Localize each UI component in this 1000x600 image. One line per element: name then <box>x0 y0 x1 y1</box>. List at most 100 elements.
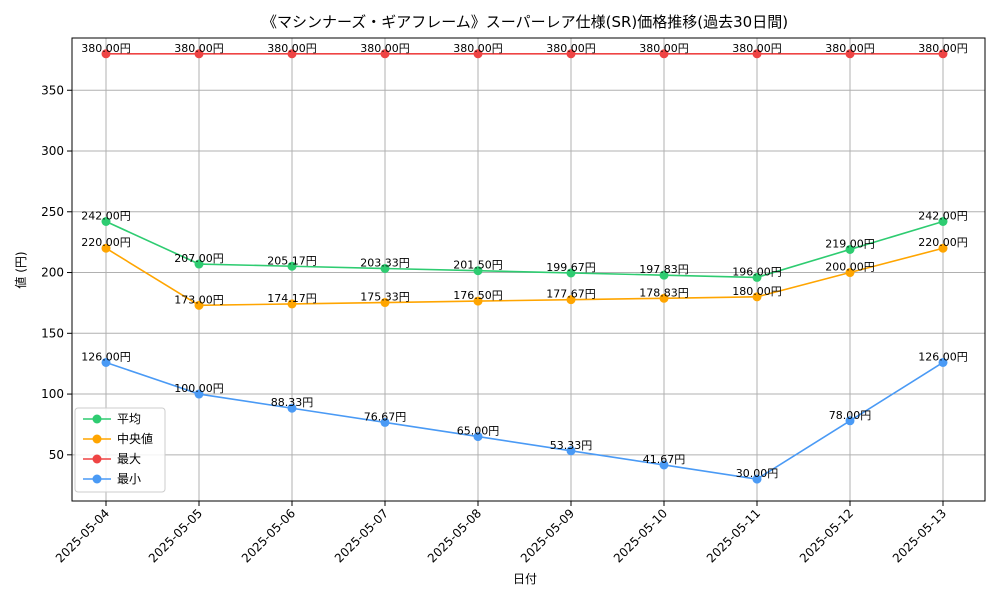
data-label: 380.00円 <box>174 42 224 55</box>
data-label: 200.00円 <box>825 261 875 274</box>
series-layer <box>101 49 948 484</box>
data-label: 177.67円 <box>546 288 596 301</box>
data-point <box>473 49 483 59</box>
plot-frame <box>71 37 986 502</box>
data-label: 126.00円 <box>81 350 131 363</box>
data-label: 207.00円 <box>174 252 224 265</box>
x-tick-label: 2025-05-12 <box>797 506 856 565</box>
data-point <box>659 293 669 303</box>
y-tick-label: 200 <box>41 266 64 280</box>
data-label: 380.00円 <box>825 42 875 55</box>
data-label: 380.00円 <box>267 42 317 55</box>
data-point <box>938 357 948 367</box>
x-tick-label: 2025-05-07 <box>332 506 391 565</box>
data-point <box>938 49 948 59</box>
x-tick-label: 2025-05-11 <box>704 506 763 565</box>
data-label: 380.00円 <box>81 42 131 55</box>
data-point <box>194 49 204 59</box>
data-point <box>101 243 111 253</box>
data-label: 173.00円 <box>174 293 224 306</box>
data-label: 176.50円 <box>453 289 503 302</box>
data-label: 175.33円 <box>360 291 410 304</box>
y-axis-label: 値 (円) <box>13 251 28 288</box>
legend-swatch-marker <box>92 414 102 424</box>
data-label: 30.00円 <box>736 467 779 480</box>
data-point <box>566 295 576 305</box>
data-point <box>845 49 855 59</box>
data-point <box>752 292 762 302</box>
legend-entry: 最大 <box>117 452 141 466</box>
data-label: 205.17円 <box>267 254 317 267</box>
data-point <box>194 300 204 310</box>
data-label: 88.33円 <box>271 396 314 409</box>
data-label: 380.00円 <box>918 42 968 55</box>
x-tick-label: 2025-05-04 <box>53 506 112 565</box>
data-label: 65.00円 <box>457 425 500 438</box>
data-point <box>845 268 855 278</box>
data-point <box>659 270 669 280</box>
data-point <box>566 49 576 59</box>
data-point <box>473 296 483 306</box>
data-label: 380.00円 <box>546 42 596 55</box>
data-point <box>938 243 948 253</box>
data-label: 242.00円 <box>918 209 968 222</box>
data-label: 196.00円 <box>732 265 782 278</box>
legend-entry: 平均 <box>117 412 141 426</box>
x-tick-label: 2025-05-09 <box>518 506 577 565</box>
data-label: 100.00円 <box>174 382 224 395</box>
y-tick-label: 350 <box>41 83 64 97</box>
series-line <box>105 220 944 279</box>
data-point <box>659 460 669 470</box>
legend-entry: 最小 <box>117 472 141 486</box>
data-point <box>101 49 111 59</box>
data-label: 201.50円 <box>453 259 503 272</box>
data-point <box>566 268 576 278</box>
data-label: 197.83円 <box>639 263 689 276</box>
data-label: 76.67円 <box>364 410 407 423</box>
data-label: 380.00円 <box>453 42 503 55</box>
legend-box <box>74 407 166 493</box>
data-point <box>845 416 855 426</box>
data-labels: 242.00円 207.00円 205.17円 203.33円 201.50円 199.6… <box>81 42 968 480</box>
data-point <box>287 299 297 309</box>
data-point <box>380 263 390 273</box>
data-label: 78.00円 <box>829 409 872 422</box>
data-point <box>287 261 297 271</box>
x-tick-label: 2025-05-08 <box>425 506 484 565</box>
data-point <box>845 244 855 254</box>
data-point <box>566 446 576 456</box>
data-point <box>752 474 762 484</box>
data-label: 174.17円 <box>267 292 317 305</box>
series-line <box>105 361 944 480</box>
data-point <box>194 259 204 269</box>
data-label: 220.00円 <box>81 236 131 249</box>
x-tick-label: 2025-05-10 <box>611 506 670 565</box>
x-tick-label: 2025-05-06 <box>239 506 298 565</box>
series-line <box>105 247 944 307</box>
data-label: 178.83円 <box>639 286 689 299</box>
y-tick-label: 250 <box>41 205 64 219</box>
data-label: 220.00円 <box>918 236 968 249</box>
legend-entry: 中央値 <box>117 431 153 446</box>
data-label: 380.00円 <box>639 42 689 55</box>
x-axis-label: 日付 <box>513 572 537 586</box>
data-point <box>752 49 762 59</box>
data-point <box>380 417 390 427</box>
data-label: 219.00円 <box>825 237 875 250</box>
data-label: 380.00円 <box>732 42 782 55</box>
data-label: 53.33円 <box>550 439 593 452</box>
data-point <box>473 266 483 276</box>
data-point <box>938 216 948 226</box>
data-label: 199.67円 <box>546 261 596 274</box>
x-tick-label: 2025-05-05 <box>146 506 205 565</box>
data-label: 41.67円 <box>643 453 686 466</box>
data-point <box>380 49 390 59</box>
y-tick-label: 300 <box>41 144 64 158</box>
y-tick-label: 100 <box>41 387 64 401</box>
data-label: 242.00円 <box>81 209 131 222</box>
data-label: 126.00円 <box>918 350 968 363</box>
data-point <box>101 357 111 367</box>
y-tick-label: 150 <box>41 326 64 340</box>
